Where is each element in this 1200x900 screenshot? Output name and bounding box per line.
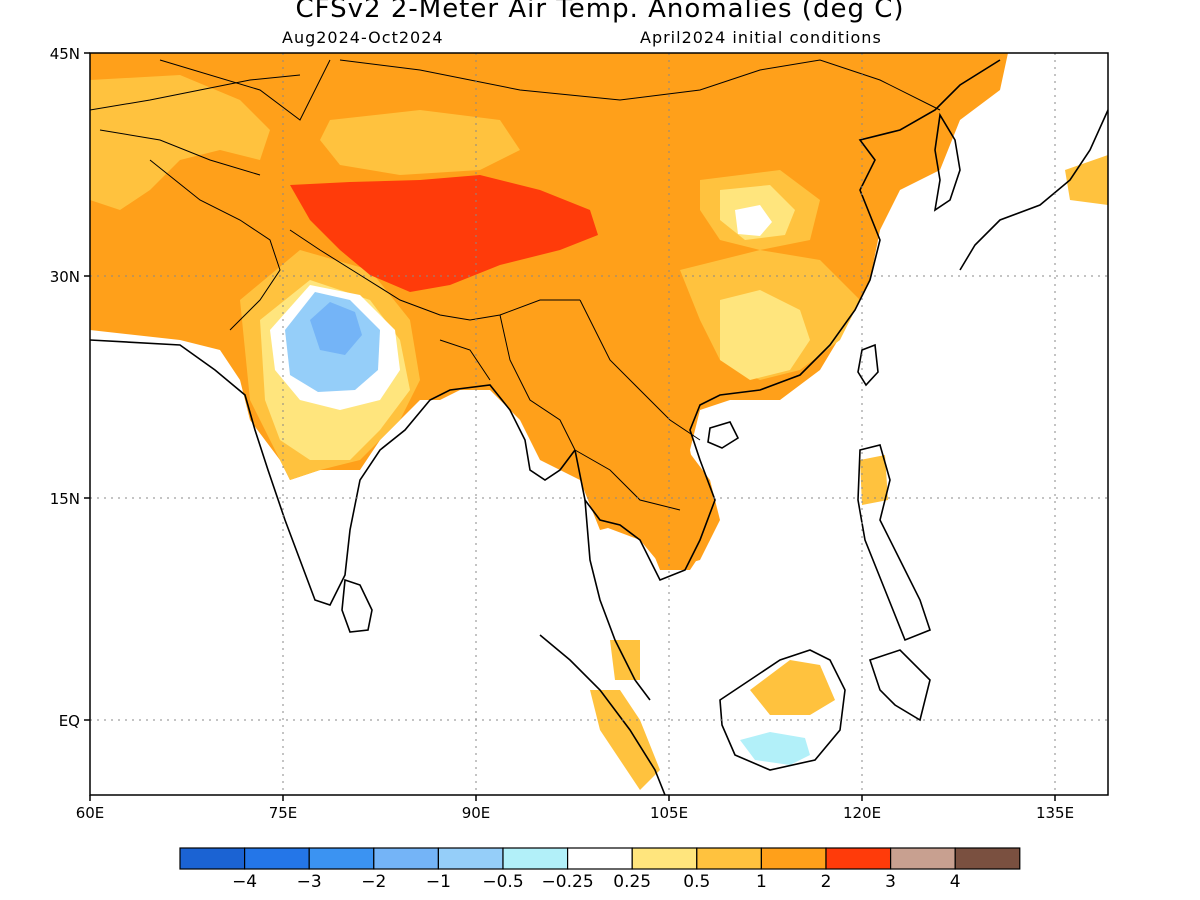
colorbar-swatch [696,847,762,870]
colorbar-label: −4 [232,872,258,892]
anomaly-region-borneo [750,660,835,715]
lon-label-90e: 90E [462,804,491,822]
border-kazakh [90,74,301,111]
coastline-philippines [857,444,931,642]
lon-label-75e: 75E [269,804,298,822]
coastlines [90,59,1108,795]
country-borders [90,59,941,511]
lat-label-eq: EQ [59,712,80,730]
anomaly-region-indochina [570,420,720,570]
colorbar-label: 2 [820,872,832,892]
colorbar-swatch [437,847,504,870]
forecast-period: Aug2024-Oct2024 [282,28,444,47]
map-frame [89,52,1109,796]
anomaly-region-japan [1065,155,1108,205]
coastline-korea [933,112,961,212]
colorbar-swatch [308,847,375,870]
colorbar-swatch [954,847,1021,870]
border-myanmar [499,314,576,451]
border-pakistan [149,159,281,331]
coastline-sumatra [539,634,666,795]
colorbar-label: 0.25 [613,872,652,892]
border-bangladesh [439,339,491,381]
anomaly-region-luzon [860,455,888,505]
colorbar-label: −3 [296,872,322,892]
colorbar-label: 1 [755,872,767,892]
colorbar-swatch [244,847,310,870]
anomaly-region-china-neutral [735,205,772,236]
colorbar-swatch [179,847,246,870]
colorbar-swatch [566,847,633,870]
colorbar-swatch [373,847,439,870]
border-himalaya [289,229,580,321]
border-mongolia [339,59,941,111]
colorbar-label: 0.5 [683,872,711,892]
lon-label-60e: 60E [76,804,105,822]
lon-label-105e: 105E [650,804,688,822]
border-afghan [99,129,261,176]
colorbar-label: −0.5 [482,872,524,892]
anomaly-region-india-blue-core [310,302,362,355]
anomaly-region-tibet-red [290,175,598,292]
lat-label-15n: 15N [50,490,80,508]
coastline-borneo [719,649,846,771]
coastline-indochina [574,59,1001,582]
coastline-srilanka [341,578,373,633]
anomaly-region-west [90,75,270,210]
coastline-hainan [707,421,740,449]
map-title: CFSv2 2-Meter Air Temp. Anomalies (deg C… [295,0,905,24]
gridlines [90,53,1108,795]
coastline-japan [959,109,1108,271]
colorbar-label: −0.25 [541,872,594,892]
colorbar-label: −1 [425,872,451,892]
coastline-sulawesi [868,649,931,722]
border-laos [579,299,701,441]
colorbar-swatch [889,847,956,870]
border-thailand [574,449,681,511]
anomaly-region-tibet-north [320,110,520,175]
initial-conditions: April2024 initial conditions [640,28,882,47]
lon-label-120e: 120E [843,804,881,822]
lon-label-135e: 135E [1036,804,1074,822]
colorbar-label: 4 [949,872,961,892]
coastline-india [90,339,576,606]
colorbar-swatch [502,847,569,870]
coastline-malaya [584,499,651,701]
anomaly-region-borneo-blue [740,732,810,765]
coastline-taiwan [857,343,879,387]
anomaly-region-sumatra [590,690,660,790]
axis-ticks [84,52,1056,801]
lat-label-45n: 45N [50,45,80,63]
anomaly-fields [90,53,1108,790]
colorbar-label: 3 [885,872,897,892]
colorbar-label: −2 [361,872,387,892]
colorbar [179,847,1021,870]
colorbar-swatch [631,847,698,870]
anomaly-region-china-yellow [720,290,810,380]
lat-label-30n: 30N [50,268,80,286]
colorbar-swatch [825,847,892,870]
colorbar-swatch [760,847,827,870]
border-china [159,59,331,121]
